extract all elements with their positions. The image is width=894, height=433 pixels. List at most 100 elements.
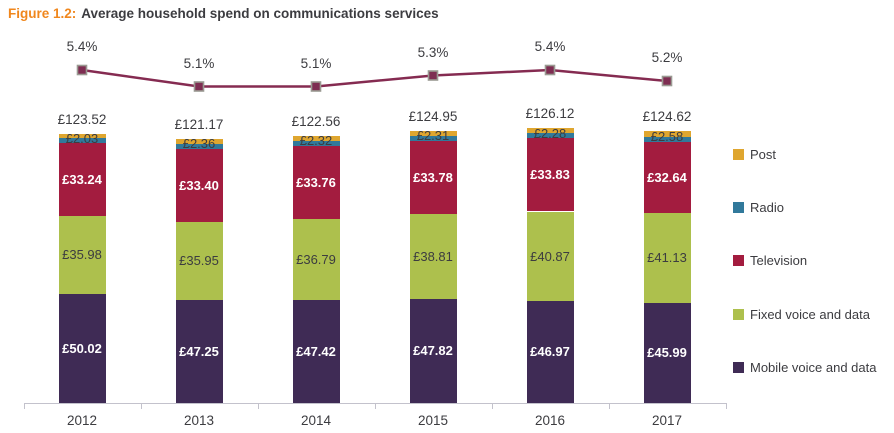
segment-value-label: £47.82: [413, 343, 453, 359]
bar-segment-fixed-voice-and-data: [58, 215, 106, 294]
bar-segment-post: [526, 128, 574, 134]
x-axis-tick: [23, 403, 25, 409]
line-marker: [310, 81, 322, 92]
legend-label: Radio: [750, 200, 784, 216]
bar-segment-television: [643, 141, 691, 214]
bar-segment-post: [643, 131, 691, 137]
x-axis-label: 2014: [300, 413, 332, 428]
line-marker: [427, 70, 439, 81]
line-marker: [193, 81, 205, 92]
x-axis-label: 2017: [651, 413, 683, 428]
bar-segment-fixed-voice-and-data: [643, 213, 691, 303]
trend-line: [81, 68, 668, 88]
bar-segment-radio: [292, 140, 340, 146]
bar-segment-radio: [175, 143, 223, 149]
bar-segment-television: [526, 137, 574, 212]
bar-segment-mobile-voice-and-data: [526, 300, 574, 403]
bar-segment-television: [175, 148, 223, 222]
legend-swatch: [733, 202, 744, 214]
bar-segment-mobile-voice-and-data: [58, 293, 106, 403]
x-axis-label: 2016: [534, 413, 566, 428]
segment-value-label: £35.95: [179, 253, 219, 269]
legend-label: Television: [750, 253, 808, 269]
x-axis-label: 2015: [417, 413, 449, 428]
segment-value-label: £38.81: [413, 248, 453, 264]
x-axis-label: 2013: [183, 413, 215, 428]
bar-segment-fixed-voice-and-data: [175, 221, 223, 300]
bar-segment-radio: [643, 136, 691, 142]
total-value-label: £123.52: [57, 111, 107, 127]
total-value-label: £126.12: [525, 106, 575, 122]
bar-segment-mobile-voice-and-data: [292, 299, 340, 403]
legend-label: Post: [750, 147, 777, 162]
bar-segment-post: [409, 130, 457, 136]
bar-segment-mobile-voice-and-data: [643, 302, 691, 403]
total-value-label: £124.95: [408, 108, 458, 124]
segment-value-label: £35.98: [62, 247, 102, 263]
bar-segment-radio: [409, 135, 457, 141]
percentage-label: 5.1%: [300, 55, 332, 71]
percentage-label: 5.4%: [66, 39, 98, 54]
total-value-label: £121.17: [174, 116, 224, 132]
bar-segment-fixed-voice-and-data: [292, 219, 340, 300]
bar-segment-post: [58, 133, 106, 139]
bar-segment-radio: [526, 133, 574, 138]
segment-value-label: £33.76: [296, 175, 336, 191]
segment-value-label: £33.83: [530, 167, 570, 183]
segment-value-label: £33.78: [413, 169, 453, 185]
line-marker: [76, 64, 88, 76]
bar-segment-fixed-voice-and-data: [409, 214, 457, 299]
legend-swatch: [733, 308, 744, 320]
line-marker: [544, 64, 556, 76]
bar-segment-mobile-voice-and-data: [409, 298, 457, 403]
segment-value-label: £2.28: [533, 125, 567, 141]
x-axis-label: 2012: [66, 413, 98, 428]
segment-value-label: £33.24: [62, 171, 102, 187]
segment-value-label: £41.13: [647, 250, 687, 266]
bar-segment-television: [58, 143, 106, 216]
x-axis-tick: [257, 403, 259, 409]
x-axis-tick: [491, 403, 493, 409]
bar-segment-radio: [58, 138, 106, 144]
segment-value-label: £2.03: [65, 130, 99, 146]
segment-value-label: £33.40: [179, 177, 219, 193]
x-axis-tick: [140, 403, 142, 409]
total-value-label: £122.56: [291, 113, 341, 129]
segment-value-label: £47.42: [296, 343, 336, 359]
segment-value-label: £2.36: [182, 136, 216, 152]
line-marker: [661, 75, 673, 87]
x-axis-tick: [608, 403, 610, 409]
percentage-label: 5.4%: [534, 39, 566, 54]
figure-number: Figure 1.2:: [8, 6, 77, 21]
chart-legend: Post Radio Television Fixed voice and data M…: [726, 0, 894, 433]
legend-swatch: [733, 255, 744, 267]
bar-segment-fixed-voice-and-data: [526, 211, 574, 301]
segment-value-label: £40.87: [530, 248, 570, 264]
bar-segment-post: [292, 135, 340, 141]
x-axis-tick: [725, 403, 727, 409]
segment-value-label: £2.31: [416, 128, 450, 144]
figure-title-text: Average household spend on communication…: [81, 6, 439, 21]
segment-value-label: £50.02: [62, 340, 102, 356]
figure-title: Figure 1.2: Average household spend on co…: [8, 6, 439, 21]
segment-value-label: £45.99: [647, 345, 687, 361]
legend-label: Fixed voice and data: [750, 306, 870, 322]
segment-value-label: £36.79: [296, 252, 336, 268]
bar-segment-mobile-voice-and-data: [175, 299, 223, 403]
segment-value-label: £47.25: [179, 343, 219, 359]
total-value-label: £124.62: [642, 109, 692, 125]
bar-segment-post: [175, 138, 223, 144]
legend-swatch: [733, 149, 744, 160]
percentage-label: 5.2%: [651, 50, 683, 65]
segment-value-label: £2.58: [650, 129, 684, 145]
legend-swatch: [733, 361, 744, 373]
percentage-label: 5.1%: [183, 55, 215, 71]
bar-segment-television: [292, 145, 340, 220]
segment-value-label: £46.97: [530, 344, 570, 360]
segment-value-label: £2.32: [299, 133, 333, 149]
legend-label: Mobile voice and data: [750, 359, 877, 375]
percentage-label: 5.3%: [417, 44, 449, 60]
bar-segment-television: [409, 140, 457, 215]
